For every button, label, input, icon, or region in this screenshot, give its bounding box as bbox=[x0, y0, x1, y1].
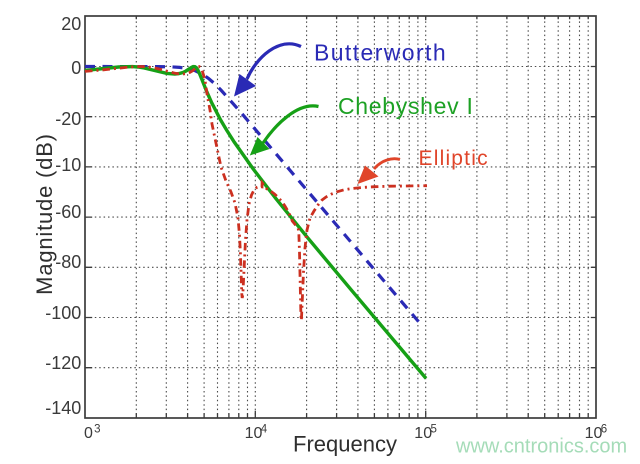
svg-text:10: 10 bbox=[245, 425, 263, 442]
svg-text:4: 4 bbox=[261, 424, 268, 436]
svg-text:-20: -20 bbox=[55, 109, 81, 129]
svg-text:-10: -10 bbox=[55, 155, 81, 175]
svg-text:www.cntronics.com: www.cntronics.com bbox=[455, 436, 627, 458]
svg-text:5: 5 bbox=[431, 424, 437, 436]
svg-text:10: 10 bbox=[414, 425, 432, 442]
svg-text:0: 0 bbox=[71, 58, 81, 78]
svg-text:10: 10 bbox=[585, 425, 603, 442]
svg-text:-120: -120 bbox=[45, 353, 81, 373]
svg-text:3: 3 bbox=[94, 424, 100, 436]
svg-text:20: 20 bbox=[61, 14, 81, 34]
svg-text:Frequency: Frequency bbox=[293, 432, 397, 457]
svg-text:-100: -100 bbox=[45, 303, 81, 323]
svg-text:Butterworth: Butterworth bbox=[314, 40, 447, 66]
svg-text:-80: -80 bbox=[55, 252, 81, 272]
svg-text:6: 6 bbox=[601, 424, 607, 436]
svg-text:Magnitude (dB): Magnitude (dB) bbox=[32, 133, 57, 295]
svg-text:-140: -140 bbox=[45, 398, 81, 418]
svg-text:0: 0 bbox=[84, 425, 93, 442]
svg-text:Elliptic: Elliptic bbox=[419, 147, 489, 170]
svg-text:Chebyshev I: Chebyshev I bbox=[338, 93, 474, 119]
svg-text:-60: -60 bbox=[55, 202, 81, 222]
